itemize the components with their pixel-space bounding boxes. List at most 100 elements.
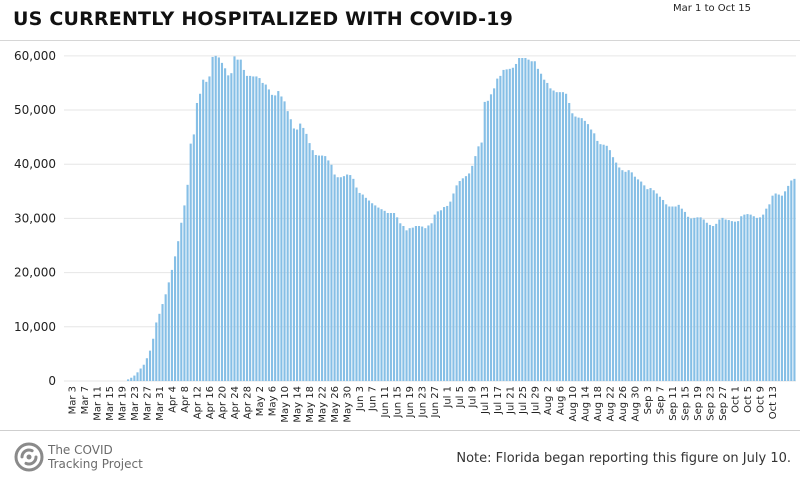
bar — [508, 68, 511, 381]
bar — [615, 162, 618, 381]
bar — [762, 214, 765, 381]
bar — [674, 206, 677, 381]
footnote: Note: Florida began reporting this figur… — [456, 451, 791, 466]
bar — [505, 69, 508, 381]
gridlines — [64, 55, 796, 382]
bar — [367, 200, 371, 381]
bar — [687, 216, 690, 381]
bar — [405, 230, 408, 381]
x-tick-label: Jul 5 — [455, 386, 466, 409]
bar — [314, 155, 317, 381]
bar — [230, 73, 233, 382]
bar — [546, 82, 549, 381]
bar — [380, 209, 383, 381]
bar — [421, 226, 424, 381]
y-tick-label: 50,000 — [14, 103, 56, 117]
bar — [427, 225, 430, 381]
x-tick-label: Sep 15 — [680, 386, 691, 421]
bar — [299, 123, 302, 381]
x-tick-label: Oct 1 — [731, 386, 742, 413]
bar — [249, 75, 252, 381]
y-tick-label: 10,000 — [14, 320, 56, 334]
x-tick-label: Jun 27 — [430, 386, 441, 419]
bar — [661, 199, 665, 381]
x-axis: Mar 3 Mar 7 Mar 11 Mar 15 Mar 19 Mar 23 Mar 27… — [67, 386, 779, 423]
bar — [499, 75, 502, 381]
bar — [224, 68, 227, 382]
x-tick-label: Jun 23 — [418, 386, 429, 419]
x-tick-label: Oct 9 — [756, 386, 767, 413]
bar — [411, 227, 414, 381]
bar — [245, 75, 249, 381]
x-tick-label: Jul 21 — [505, 386, 516, 415]
bar — [621, 170, 624, 381]
bar — [771, 195, 774, 381]
bar — [408, 228, 411, 381]
bar — [333, 174, 336, 381]
date-range-label: Mar 1 to Oct 15 — [673, 3, 751, 14]
bar — [693, 217, 696, 381]
x-tick-label: Mar 31 — [155, 386, 166, 421]
bar — [533, 61, 536, 381]
bar — [155, 322, 158, 381]
bar — [396, 217, 399, 381]
x-tick-label: Jul 9 — [468, 386, 479, 409]
y-tick-label: 60,000 — [14, 49, 56, 63]
bar — [655, 193, 658, 381]
bar — [277, 91, 280, 381]
bar — [270, 94, 274, 382]
x-tick-label: Sep 27 — [718, 386, 729, 421]
bar — [677, 204, 680, 381]
bar — [458, 181, 461, 381]
bar — [355, 187, 358, 381]
bar — [346, 174, 349, 381]
bar — [399, 223, 402, 381]
bar — [339, 177, 342, 381]
x-tick-label: Jun 15 — [393, 386, 404, 419]
x-tick-label: May 26 — [330, 386, 341, 423]
bar — [649, 188, 652, 381]
bar — [593, 133, 596, 381]
bar — [665, 204, 668, 381]
bar — [549, 88, 552, 381]
bar — [671, 206, 674, 381]
bar — [511, 67, 514, 381]
bar — [636, 179, 640, 381]
bar — [733, 221, 737, 381]
bar — [455, 185, 458, 381]
x-tick-label: Apr 12 — [192, 386, 203, 419]
bar — [486, 100, 489, 381]
bar — [464, 176, 468, 381]
bar — [518, 58, 521, 381]
bar — [430, 223, 433, 381]
bar — [483, 101, 486, 382]
x-tick-label: Jun 7 — [368, 386, 379, 412]
x-tick-label: Oct 5 — [743, 386, 754, 413]
x-tick-label: Jul 1 — [443, 386, 454, 409]
bar — [477, 146, 480, 381]
bar — [449, 201, 452, 381]
x-tick-label: Aug 22 — [605, 386, 616, 421]
bar — [170, 269, 173, 381]
bar — [627, 170, 630, 381]
bar — [758, 217, 762, 381]
bar — [749, 214, 752, 381]
bar — [536, 68, 539, 381]
bar — [227, 75, 230, 381]
bar — [342, 176, 346, 381]
bar — [599, 144, 602, 381]
bar — [446, 205, 449, 381]
x-tick-label: Mar 23 — [130, 386, 141, 421]
bar — [186, 184, 189, 381]
x-tick-label: Sep 11 — [668, 386, 679, 421]
bar — [474, 156, 477, 381]
bar — [777, 194, 780, 381]
x-tick-label: Mar 11 — [92, 386, 103, 421]
bar — [571, 113, 574, 381]
x-tick-label: Mar 3 — [67, 386, 78, 414]
bar — [264, 84, 267, 381]
x-tick-label: Mar 27 — [142, 386, 153, 421]
bar — [158, 313, 161, 381]
x-tick-label: Apr 24 — [230, 386, 241, 419]
x-tick-label: Oct 13 — [768, 386, 779, 419]
